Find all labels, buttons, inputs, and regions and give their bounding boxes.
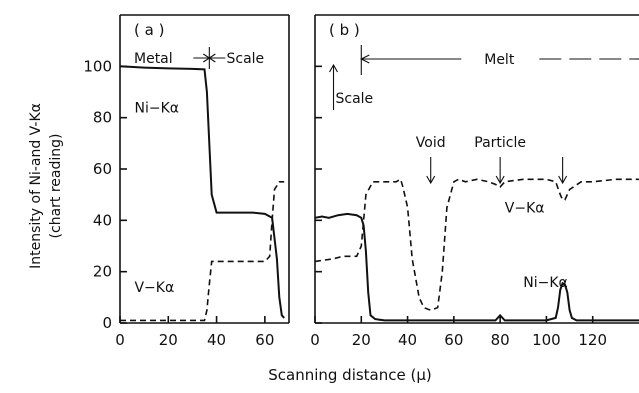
v-ka-series-line	[314, 178, 639, 312]
series-annotation: V−Kα	[134, 280, 174, 296]
region-label-melt: Melt	[484, 52, 515, 68]
x-tick-label: 0	[115, 331, 125, 349]
feature-label: Particle	[474, 135, 526, 151]
x-tick-label: 100	[532, 331, 561, 349]
y-tick-label: 40	[93, 211, 112, 229]
y-tick-label: 60	[93, 160, 112, 178]
x-tick-label: 40	[207, 331, 226, 349]
arrow-right-icon	[193, 53, 211, 63]
series-annotation: Ni−Kα	[523, 275, 568, 291]
x-tick-label: 0	[310, 331, 320, 349]
x-tick-label: 60	[444, 331, 463, 349]
ni-ka-series-line	[119, 65, 285, 319]
feature-label: Void	[416, 135, 446, 151]
y-tick-label: 20	[93, 263, 112, 281]
arrow-up-icon	[329, 63, 338, 110]
region-label-metal: Metal	[134, 51, 173, 67]
y-tick-label: 80	[93, 109, 112, 127]
panel-b: 0 20 40 60 80 100 120 ( b ) Scale Melt Void Particl…	[310, 14, 639, 349]
panel-label: ( a )	[134, 21, 164, 39]
y-tick-label: 0	[102, 314, 112, 332]
x-tick-label: 80	[491, 331, 510, 349]
y-tick-label: 100	[83, 57, 112, 75]
series-annotation: V−Kα	[505, 201, 545, 217]
region-label-scale: Scale	[226, 51, 264, 67]
y-axis-sublabel: (chart reading)	[48, 134, 64, 239]
series-annotation: Ni−Kα	[134, 101, 179, 117]
x-axis-label: Scanning distance (μ)	[268, 366, 432, 384]
panel-a: 0 20 40 60 80 100 0 20 40 60 ( a ) Metal Scale Ni−Kα V…	[83, 14, 290, 349]
x-tick-label: 60	[255, 331, 274, 349]
arrow-left-icon	[360, 54, 462, 64]
arrow-left-icon	[208, 53, 226, 63]
arrow-down-icon	[558, 157, 568, 185]
x-tick-label: 20	[352, 331, 371, 349]
ni-ka-series-line	[314, 212, 639, 322]
x-tick-label: 20	[159, 331, 178, 349]
arrow-down-icon	[495, 157, 505, 185]
x-tick-label: 40	[398, 331, 417, 349]
panel-label: ( b )	[329, 21, 360, 39]
arrow-down-icon	[426, 157, 436, 185]
y-axis-label: Intensity of Ni-and V-Kα	[28, 103, 44, 269]
v-ka-series-line	[120, 181, 285, 322]
x-tick-label: 120	[578, 331, 607, 349]
region-label-scale: Scale	[336, 91, 374, 107]
